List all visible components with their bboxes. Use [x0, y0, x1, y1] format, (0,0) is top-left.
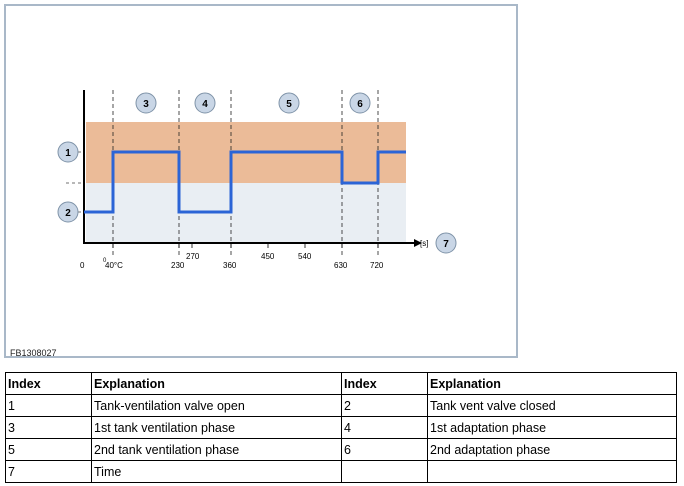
index-cell: 1	[5, 394, 92, 417]
callout-2: 2	[65, 208, 71, 219]
header-explanation: Explanation	[91, 372, 342, 395]
timing-diagram: 0 0 40°C 230 270 360 450 540 630 720 [s]…	[57, 90, 457, 270]
explanation-cell: Time	[91, 460, 342, 483]
x-tick-label: 630	[334, 261, 348, 270]
figure-id-label: FB1308027	[10, 348, 57, 358]
table-header-row: Index Explanation Index Explanation	[5, 372, 677, 395]
valve-signal-line	[84, 150, 406, 214]
callout-circle	[135, 92, 157, 114]
header-index: Index	[5, 372, 92, 395]
index-cell: 2	[341, 394, 428, 417]
explanation-cell: Tank-ventilation valve open	[91, 394, 342, 417]
index-cell: 6	[341, 438, 428, 461]
callout-circle	[278, 92, 300, 114]
explanation-cell: 2nd adaptation phase	[427, 438, 677, 461]
table-row: 7 Time	[5, 460, 677, 483]
header-explanation: Explanation	[427, 372, 677, 395]
callout-circle	[57, 201, 79, 223]
callout-4: 4	[202, 99, 208, 110]
callout-circle	[57, 141, 79, 163]
x-tick-label: 360	[223, 261, 237, 270]
callout-5: 5	[286, 99, 292, 110]
explanation-cell: 2nd tank ventilation phase	[91, 438, 342, 461]
x-tick-label: 720	[370, 261, 384, 270]
x-tick-label: 450	[261, 252, 275, 261]
explanation-cell: 1st tank ventilation phase	[91, 416, 342, 439]
index-cell: 4	[341, 416, 428, 439]
callout-1: 1	[65, 148, 71, 159]
explanation-cell: 1st adaptation phase	[427, 416, 677, 439]
callout-circle	[435, 232, 457, 254]
table-row: 3 1st tank ventilation phase 4 1st adapt…	[5, 416, 677, 439]
index-cell: 7	[5, 460, 92, 483]
x-tick-label: 40°C	[105, 261, 123, 270]
x-tick-label: 230	[171, 261, 185, 270]
callout-3: 3	[143, 99, 149, 110]
index-cell: 5	[5, 438, 92, 461]
callout-6: 6	[357, 99, 363, 110]
closed-state-band	[86, 183, 406, 242]
explanation-cell: Tank vent valve closed	[427, 394, 677, 417]
time-unit-label: [s]	[420, 239, 428, 248]
index-cell: 3	[5, 416, 92, 439]
x-tick-label: 270	[186, 252, 200, 261]
callout-circle	[194, 92, 216, 114]
explanation-cell	[427, 460, 677, 483]
header-index: Index	[341, 372, 428, 395]
x-tick-label: 0	[80, 261, 85, 270]
x-axis-arrow	[414, 239, 422, 247]
table-row: 5 2nd tank ventilation phase 6 2nd adapt…	[5, 438, 677, 461]
legend-table: Index Explanation Index Explanation 1 Ta…	[5, 372, 677, 483]
diagram-frame: 0 0 40°C 230 270 360 450 540 630 720 [s]…	[4, 4, 518, 358]
callout-7: 7	[443, 239, 449, 250]
index-cell	[341, 460, 428, 483]
callout-circle	[349, 92, 371, 114]
table-row: 1 Tank-ventilation valve open 2 Tank ven…	[5, 394, 677, 417]
x-tick-label: 540	[298, 252, 312, 261]
x-tick-label-small: 0	[103, 258, 107, 264]
